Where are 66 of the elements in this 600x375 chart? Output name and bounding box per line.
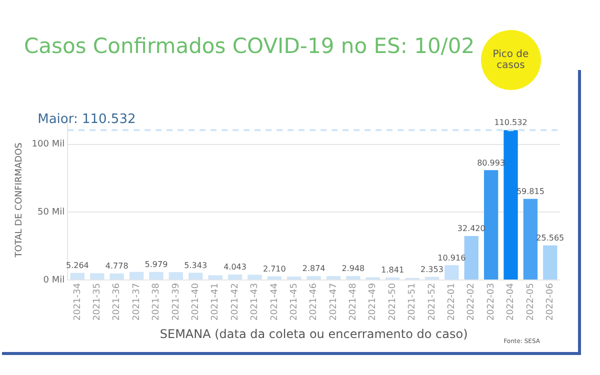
data-label: 1.841	[381, 266, 404, 275]
x-tick-label: 2021-34	[72, 282, 83, 321]
chart-title: Casos Confirmados COVID-19 no ES: 10/02	[24, 34, 475, 58]
x-tick-label: 2021-50	[388, 282, 398, 321]
data-label: 2.710	[262, 264, 286, 274]
data-label: 2.948	[342, 264, 365, 274]
data-label: 5.343	[184, 260, 208, 270]
x-tick-label: 2021-48	[348, 282, 359, 321]
x-tick-label: 2021-38	[152, 282, 162, 321]
bar	[464, 236, 478, 280]
data-label: 5.264	[66, 260, 89, 270]
x-tick-label: 2021-44	[270, 282, 280, 321]
bar	[228, 274, 242, 280]
y-tick-label: 100 Mil	[32, 140, 65, 150]
x-tick-label: 2021-47	[328, 282, 339, 321]
bar	[543, 245, 558, 280]
bar	[267, 276, 282, 280]
bar	[523, 198, 538, 280]
bar	[346, 276, 360, 280]
bar	[129, 272, 144, 280]
bar	[208, 275, 222, 280]
bar	[188, 272, 203, 280]
x-tick-label: 2022-02	[466, 282, 477, 321]
x-tick-label: 2021-39	[171, 282, 182, 321]
bar	[110, 274, 124, 280]
data-label: 4.043	[224, 262, 246, 272]
x-tick-label: 2021-37	[132, 282, 142, 321]
bar	[306, 276, 321, 280]
data-label: 2.353	[420, 264, 444, 274]
bar	[168, 272, 184, 280]
x-tick-label: 2022-06	[545, 282, 556, 321]
x-tick-label: 2021-43	[250, 282, 260, 321]
x-axis-title: SEMANA (data da coleta ou encerramento do caso)	[160, 326, 468, 341]
x-tick-label: 2022-03	[486, 282, 496, 321]
bar	[424, 276, 440, 280]
x-tick-label: 2022-01	[447, 282, 458, 321]
y-tick-label: 0 Mil	[43, 275, 65, 286]
x-tick-label: 2021-35	[92, 282, 102, 321]
bar	[70, 272, 85, 280]
bar	[287, 276, 302, 280]
y-axis-title: TOTAL DE CONFIRMADOS	[14, 142, 25, 258]
circle-callout: Pico de casos	[480, 30, 541, 90]
data-label: 5.979	[144, 260, 168, 269]
x-tick-label: 2021-40	[190, 282, 201, 321]
bar	[504, 130, 518, 280]
x-tick-label: 2022-05	[526, 282, 536, 321]
x-tick-label: 2021-41	[210, 282, 221, 321]
bar	[90, 273, 104, 280]
bar	[248, 274, 262, 280]
x-tick-label: 2021-52	[427, 282, 438, 321]
x-tick-label: 2021-51	[408, 282, 418, 321]
bar	[484, 170, 498, 280]
x-tick-label: 2021-42	[230, 282, 240, 321]
x-tick-label: 2021-36	[112, 282, 122, 321]
y-tick-label: 50 Mil	[38, 208, 65, 218]
ref-line-label: Maior: 110.532	[38, 112, 136, 127]
x-tick-label: 2022-04	[506, 282, 516, 321]
bar	[326, 276, 341, 280]
bar	[149, 272, 164, 280]
bar	[444, 265, 459, 280]
x-tick-label: 2021-46	[309, 282, 320, 321]
data-label: 2.874	[302, 264, 326, 274]
data-label: 4.778	[105, 262, 128, 271]
x-tick-label: 2021-49	[368, 282, 378, 321]
data-label: 110.532	[494, 118, 528, 128]
x-tick-label: 2021-45	[289, 282, 300, 321]
